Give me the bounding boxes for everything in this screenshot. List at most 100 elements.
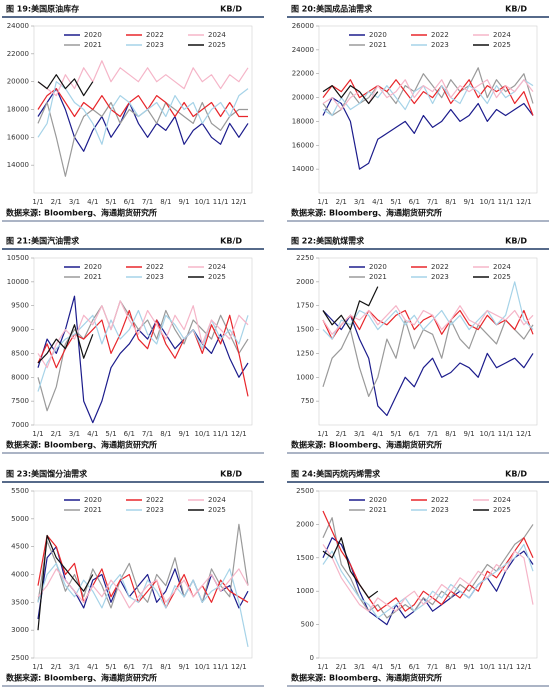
y-tick-label: 2500 [296, 487, 314, 495]
x-tick-label: 9/1 [463, 198, 474, 206]
x-tick-label: 7/1 [142, 663, 153, 671]
unit-label: KB/D [220, 237, 242, 246]
figure-title: 图 24:美国丙烷丙烯需求 [291, 469, 381, 479]
series-line [322, 544, 534, 612]
y-tick-label: 22000 [7, 50, 29, 58]
plot-frame [318, 25, 538, 194]
unit-label: KB/D [505, 470, 527, 479]
x-tick-label: 6/1 [124, 430, 135, 438]
y-tick-label: 1500 [296, 554, 314, 562]
series-line [322, 97, 534, 170]
legend-label: 2025 [493, 41, 511, 49]
y-tick-label: 2000 [296, 520, 314, 528]
x-tick-label: 4/1 [87, 430, 98, 438]
x-tick-label: 5/1 [105, 663, 116, 671]
legend-label: 2024 [208, 31, 226, 39]
legend-label: 2025 [208, 273, 226, 281]
x-tick-label: 8/1 [445, 198, 456, 206]
y-tick-label: 26000 [292, 22, 314, 30]
series-line [37, 534, 94, 631]
x-tick-label: 6/1 [409, 663, 420, 671]
figure-title: 图 21:美国汽油需求 [6, 236, 80, 246]
legend-label: 2020 [369, 496, 387, 504]
x-tick-label: 3/1 [354, 663, 365, 671]
x-tick-label: 7/1 [142, 198, 153, 206]
series-line [37, 295, 249, 424]
y-tick-label: 5000 [11, 515, 29, 523]
series-line [322, 79, 534, 117]
series-line [37, 88, 249, 152]
y-tick-label: 1750 [296, 302, 314, 310]
y-tick-label: 1000 [296, 587, 314, 595]
y-tick-label: 8000 [11, 373, 29, 381]
legend-label: 2023 [431, 506, 449, 514]
series-line [37, 74, 94, 97]
series-line [322, 537, 534, 626]
legend-label: 2021 [369, 273, 387, 281]
x-tick-label: 9/1 [178, 430, 189, 438]
source-note: 数据来源: Bloomberg、海通期货研究所 [291, 208, 442, 218]
y-tick-label: 7000 [11, 421, 29, 429]
x-tick-label: 2/1 [51, 663, 62, 671]
y-tick-label: 22000 [292, 70, 314, 78]
legend-label: 2021 [84, 41, 102, 49]
y-tick-label: 750 [301, 397, 314, 405]
x-tick-label: 6/1 [409, 430, 420, 438]
legend-label: 2020 [84, 31, 102, 39]
x-tick-label: 5/1 [390, 430, 401, 438]
x-tick-label: 3/1 [354, 430, 365, 438]
x-tick-label: 4/1 [87, 663, 98, 671]
legend-label: 2021 [84, 506, 102, 514]
x-tick-label: 12/1 [516, 198, 532, 206]
x-tick-label: 8/1 [160, 198, 171, 206]
x-tick-label: 10/1 [479, 663, 495, 671]
x-tick-label: 8/1 [160, 663, 171, 671]
x-tick-label: 1/1 [32, 430, 43, 438]
x-tick-label: 2/1 [336, 198, 347, 206]
legend-label: 2024 [208, 496, 226, 504]
unit-label: KB/D [505, 5, 527, 14]
x-tick-label: 9/1 [178, 663, 189, 671]
x-tick-label: 9/1 [178, 198, 189, 206]
legend-label: 2020 [84, 496, 102, 504]
y-tick-label: 8500 [11, 349, 29, 357]
series-line [37, 300, 249, 412]
unit-label: KB/D [505, 237, 527, 246]
y-tick-label: 5500 [11, 487, 29, 495]
x-tick-label: 3/1 [69, 198, 80, 206]
legend-label: 2022 [146, 496, 164, 504]
y-tick-label: 4000 [11, 571, 29, 579]
series-line [322, 319, 534, 397]
legend-label: 2024 [493, 263, 511, 271]
legend-label: 2024 [208, 263, 226, 271]
y-tick-label: 18000 [292, 117, 314, 125]
legend-label: 2023 [146, 506, 164, 514]
legend-label: 2022 [146, 31, 164, 39]
legend-label: 2025 [208, 506, 226, 514]
y-tick-label: 10000 [7, 278, 29, 286]
plot-frame [318, 490, 538, 659]
y-tick-label: 16000 [292, 141, 314, 149]
x-tick-label: 7/1 [142, 430, 153, 438]
x-tick-label: 6/1 [409, 198, 420, 206]
legend-label: 2023 [146, 273, 164, 281]
legend-label: 2023 [431, 41, 449, 49]
y-tick-label: 1500 [296, 326, 314, 334]
y-tick-label: 24000 [7, 22, 29, 30]
series-line [37, 81, 249, 145]
x-tick-label: 3/1 [354, 198, 365, 206]
x-tick-label: 5/1 [390, 663, 401, 671]
source-note: 数据来源: Bloomberg、海通期货研究所 [291, 440, 442, 450]
x-tick-label: 3/1 [69, 663, 80, 671]
x-tick-label: 2/1 [51, 430, 62, 438]
series-line [322, 510, 534, 612]
y-tick-label: 14000 [292, 165, 314, 173]
legend-label: 2020 [369, 263, 387, 271]
plot-frame [318, 257, 538, 426]
x-tick-label: 6/1 [124, 663, 135, 671]
series-line [322, 281, 534, 340]
figure-title: 图 19:美国原油库存 [6, 4, 79, 14]
x-tick-label: 1/1 [32, 663, 43, 671]
legend-label: 2023 [146, 41, 164, 49]
